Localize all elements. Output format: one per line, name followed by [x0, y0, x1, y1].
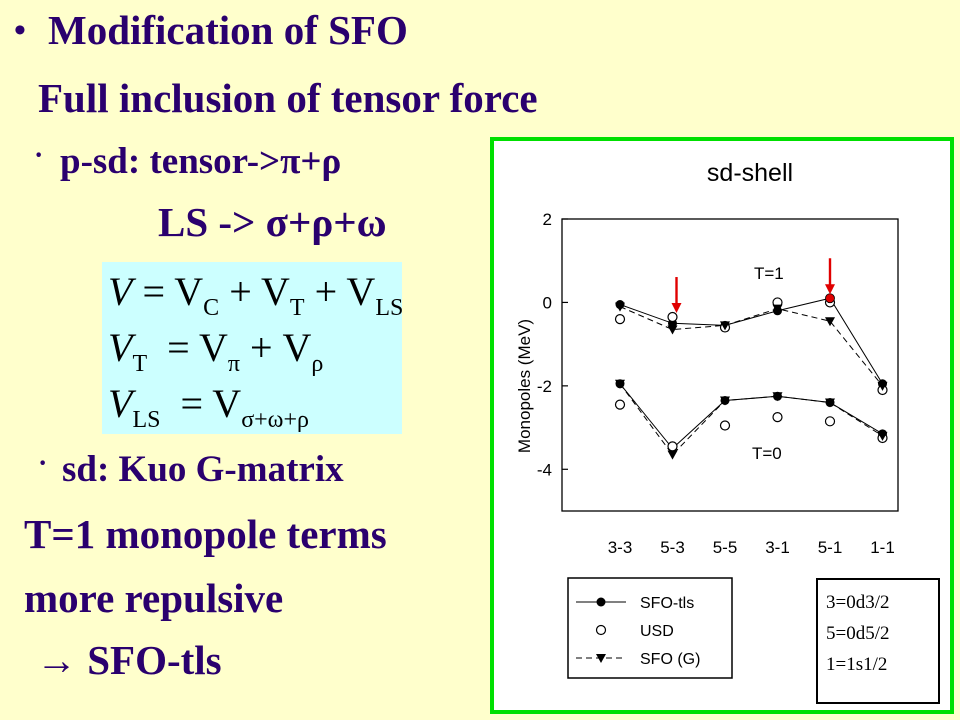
- legend-box: [567, 577, 733, 679]
- y-tick-label: 2: [543, 210, 552, 229]
- series-line-filled-circle-T0: [619, 383, 883, 450]
- data-point-filled-triangle-down: [772, 392, 783, 402]
- key-entry-1: 1=1s1/2: [826, 654, 888, 675]
- x-tick-label: 5-5: [713, 538, 738, 557]
- red-arrow-head: [671, 303, 682, 314]
- data-point-open-circle: [824, 416, 836, 427]
- t1-monopole-line: T=1 monopole terms: [24, 511, 387, 557]
- data-point-filled-triangle-down: [877, 431, 888, 441]
- legend-marker-open-circle: [595, 624, 607, 636]
- data-point-filled-triangle-down: [667, 325, 678, 335]
- legend-label: SFO-tls: [640, 595, 694, 612]
- key-entry-5: 5=0d5/2: [826, 623, 890, 644]
- monopole-chart: sd-shell Monopoles (MeV) 2 0 -2 -4 3-3 5-3 5-5…: [515, 159, 899, 679]
- key-entry-3: 3=0d3/2: [826, 592, 890, 613]
- slide-subtitle: Full inclusion of tensor force: [38, 75, 538, 121]
- data-point-open-circle: [614, 314, 626, 325]
- x-tick-label: 3-1: [765, 538, 790, 557]
- annotation-t0: T=0: [752, 444, 782, 463]
- y-axis-label: Monopoles (MeV): [515, 319, 534, 453]
- annotation-t1: T=1: [754, 264, 784, 283]
- data-point-open-circle: [772, 412, 783, 423]
- data-point-open-circle: [614, 399, 626, 410]
- equation-v-tensor: VT = Vπ + Vρ: [108, 325, 324, 377]
- equation-v-total: V = VC + VT + VLS: [108, 269, 404, 321]
- psd-line: p-sd: tensor->π+ρ: [60, 141, 342, 182]
- slide-title: Modification of SFO: [48, 7, 408, 53]
- data-point-filled-triangle-down: [615, 379, 625, 389]
- legend-label: USD: [640, 623, 674, 640]
- data-point-filled-triangle-down: [825, 317, 835, 327]
- plot-area-frame: [561, 218, 899, 512]
- sd-line: sd: Kuo G-matrix: [62, 449, 344, 490]
- x-tick-label: 3-3: [608, 538, 633, 557]
- x-tick-label: 1-1: [870, 538, 895, 557]
- ls-line: LS -> σ+ρ+ω: [158, 199, 387, 245]
- series-line-filled-triangle-down-T1: [619, 306, 883, 387]
- psd-bullet: ·: [34, 140, 44, 171]
- arrow-sfo-tls-line: → SFO-tls: [36, 637, 222, 683]
- chart-title: sd-shell: [707, 159, 793, 187]
- data-point-filled-triangle-down: [667, 450, 678, 460]
- data-point-filled-triangle-down: [615, 302, 625, 312]
- data-point-filled-triangle-down: [720, 396, 730, 406]
- y-tick-label: -4: [537, 460, 552, 479]
- data-point-filled-triangle-down: [877, 381, 888, 391]
- data-point-filled-triangle-down: [772, 304, 783, 314]
- chart-panel: sd-shell Monopoles (MeV) 2 0 -2 -4 3-3 5-3 5-5…: [490, 137, 954, 714]
- x-tick-label: 5-3: [660, 538, 685, 557]
- data-point-filled-triangle-down: [720, 321, 730, 331]
- data-point-open-circle: [667, 311, 678, 323]
- data-point-filled-triangle-down: [825, 398, 835, 408]
- y-tick-label: -2: [537, 377, 552, 396]
- series-line-filled-circle-T1: [619, 297, 883, 385]
- more-repulsive-line: more repulsive: [24, 575, 284, 621]
- legend-marker-filled-triangle-down: [596, 654, 606, 663]
- y-tick-label: 0: [543, 293, 552, 312]
- red-arrow-head: [825, 284, 835, 295]
- highlighted-point: [825, 293, 835, 304]
- data-point-open-circle: [667, 441, 678, 452]
- series-line-filled-triangle-down-T0: [619, 383, 883, 456]
- equation-box: V = VC + VT + VLS VT = Vπ + Vρ VLS = Vσ+ω…: [102, 262, 404, 434]
- legend-label: SFO (G): [640, 651, 700, 668]
- equation-v-ls: VLS = Vσ+ω+ρ: [108, 381, 309, 433]
- x-tick-label: 5-1: [818, 538, 843, 557]
- title-bullet: •: [14, 12, 26, 49]
- data-point-open-circle: [719, 420, 731, 431]
- sd-bullet: ·: [38, 448, 48, 479]
- orbital-key-box: 3=0d3/2 5=0d5/2 1=1s1/2: [816, 578, 940, 704]
- legend-marker-filled-circle: [596, 597, 606, 607]
